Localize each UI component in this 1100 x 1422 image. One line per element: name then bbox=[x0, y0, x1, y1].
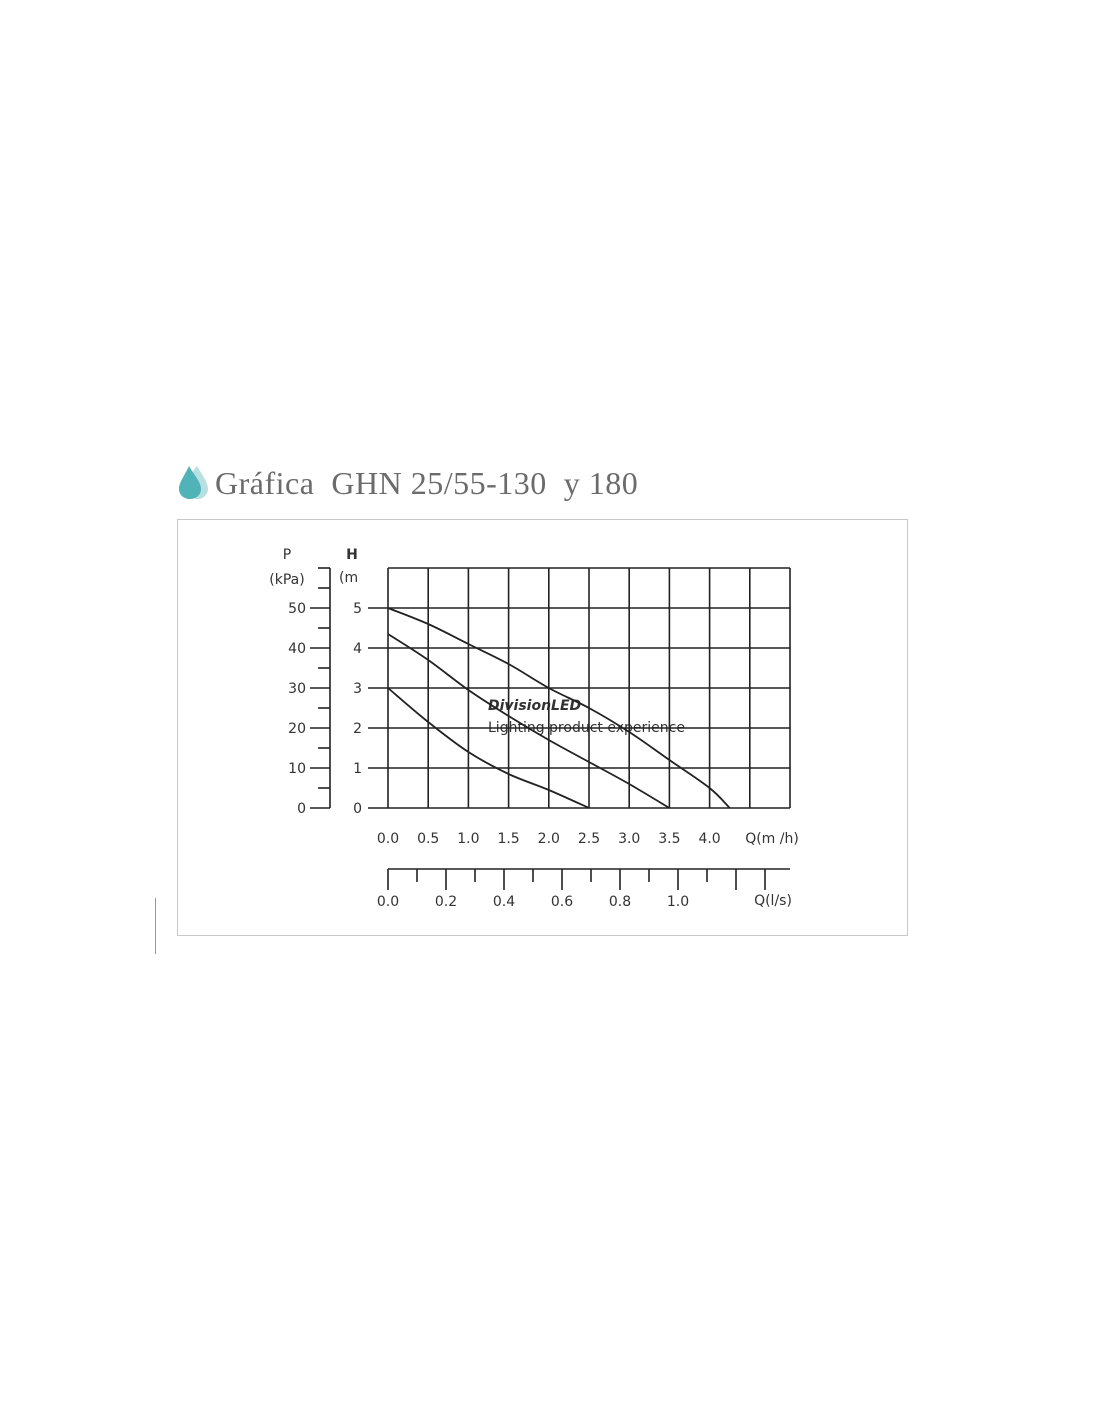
x-tick-label: 2.5 bbox=[578, 831, 600, 847]
p-tick-label: 10 bbox=[288, 761, 306, 777]
h-tick-label: 5 bbox=[353, 601, 362, 617]
pump-curve-1 bbox=[387, 607, 731, 809]
q-ls-tick-label: 1.0 bbox=[667, 894, 689, 910]
h-tick-label: 0 bbox=[353, 801, 362, 817]
p-axis-unit: (kPa) bbox=[269, 572, 304, 588]
q-ls-tick-label: 0.4 bbox=[493, 894, 515, 910]
x-tick-label: 2.0 bbox=[538, 831, 560, 847]
p-tick-label: 20 bbox=[288, 721, 306, 737]
h-tick-label: 4 bbox=[353, 641, 362, 657]
x-tick-label: 0.5 bbox=[417, 831, 439, 847]
x-tick-label: 1.0 bbox=[457, 831, 479, 847]
pump-curve-3 bbox=[387, 687, 590, 809]
p-axis-title: P bbox=[283, 547, 291, 563]
watermark-logo: DivisionLED bbox=[488, 698, 581, 714]
x-tick-label: 3.5 bbox=[658, 831, 680, 847]
q-ls-tick-label: 0.0 bbox=[377, 894, 399, 910]
p-tick-label: 30 bbox=[288, 681, 306, 697]
page-title: Gráfica GHN 25/55-130 y 180 bbox=[215, 465, 639, 501]
pump-curve-2 bbox=[387, 633, 670, 809]
q-ls-tick-label: 0.6 bbox=[551, 894, 573, 910]
x-tick-label: 0.0 bbox=[377, 831, 399, 847]
q-ls-tick-label: 0.2 bbox=[435, 894, 457, 910]
q-ls-tick-label: 0.8 bbox=[609, 894, 631, 910]
h-axis-unit: (m bbox=[339, 570, 358, 586]
h-axis-title: H bbox=[346, 547, 358, 563]
x-tick-label: 4.0 bbox=[698, 831, 720, 847]
p-tick-label: 50 bbox=[288, 601, 306, 617]
divider bbox=[155, 898, 156, 954]
p-tick-label: 0 bbox=[297, 801, 306, 817]
chart-frame bbox=[177, 519, 908, 936]
h-tick-label: 3 bbox=[353, 681, 362, 697]
p-tick-label: 40 bbox=[288, 641, 306, 657]
x-axis-title: Q(m /h) bbox=[745, 831, 799, 847]
h-tick-label: 1 bbox=[353, 761, 362, 777]
h-tick-label: 2 bbox=[353, 721, 362, 737]
q-ls-axis-title: Q(l/s) bbox=[754, 893, 792, 909]
x-tick-label: 3.0 bbox=[618, 831, 640, 847]
x-tick-label: 1.5 bbox=[497, 831, 519, 847]
